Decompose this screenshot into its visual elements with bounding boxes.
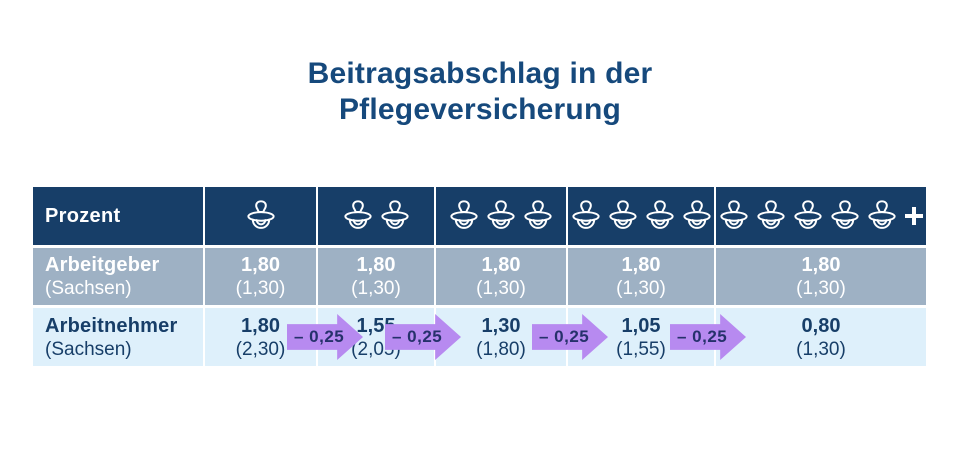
value-main: 1,80	[801, 254, 841, 276]
page-title-line1: Beitragsabschlag in der	[307, 57, 653, 91]
value-main: 1,30	[481, 314, 521, 337]
value-main: 1,80	[241, 254, 280, 276]
reduction-arrow-4: – 0,25	[670, 314, 746, 360]
header-label-cell: Prozent	[33, 187, 203, 245]
row-label: Arbeitnehmer	[45, 314, 178, 337]
pacifier-icon	[793, 200, 822, 229]
plus-icon	[904, 207, 923, 225]
value-sub: (1,30)	[616, 278, 666, 299]
row-sublabel: (Sachsen)	[45, 338, 132, 360]
page-title-line2: Pflegeversicherung	[338, 93, 622, 127]
right-arrow-icon: – 0,25	[385, 314, 461, 360]
pacifier-icon	[756, 200, 785, 229]
value-sub: (1,30)	[476, 278, 526, 299]
value-main: 1,80	[241, 314, 280, 337]
pacifier-icon	[246, 200, 275, 229]
pacifier-icon	[682, 200, 711, 229]
value-sub: (1,80)	[476, 338, 526, 360]
reduction-arrow-2: – 0,25	[385, 314, 461, 360]
employee-value-cell-1: 1,80 (2,30)	[205, 308, 316, 366]
employer-value-cell-4: 1,80 (1,30)	[568, 248, 714, 305]
contribution-table: Prozent Arbeitgeber (Sachsen) 1,80 (1,30…	[33, 187, 926, 366]
page-title: Beitragsabschlag in der Pflegeversicherun…	[0, 56, 960, 128]
employer-value-cell-3: 1,80 (1,30)	[436, 248, 566, 305]
reduction-amount: – 0,25	[392, 327, 443, 346]
employer-value-cell-2: 1,80 (1,30)	[318, 248, 434, 305]
value-sub: (1,30)	[796, 338, 846, 360]
row-label: Arbeitgeber	[45, 254, 160, 276]
reduction-amount: – 0,25	[294, 327, 345, 346]
value-sub: (1,30)	[796, 278, 846, 299]
header-label: Prozent	[45, 204, 121, 227]
pacifier-icon	[380, 200, 409, 229]
value-sub: (1,30)	[351, 278, 401, 299]
value-sub: (1,55)	[616, 338, 666, 360]
children-count-cell-2	[318, 187, 434, 245]
children-count-cell-5plus	[716, 187, 926, 245]
pacifier-icon	[608, 200, 637, 229]
children-count-cell-1	[205, 187, 316, 245]
pacifier-icon	[645, 200, 674, 229]
value-main: 1,05	[621, 314, 661, 337]
value-sub: (2,30)	[235, 338, 286, 360]
pacifier-icon	[830, 200, 859, 229]
row-label-cell-employee: Arbeitnehmer (Sachsen)	[33, 308, 203, 366]
right-arrow-icon: – 0,25	[670, 314, 746, 360]
pacifier-icon	[343, 200, 372, 229]
value-main: 1,80	[356, 254, 396, 276]
pacifier-icon	[487, 200, 515, 229]
value-sub: (1,30)	[235, 278, 286, 299]
children-count-cell-3	[436, 187, 566, 245]
row-label-cell-employer: Arbeitgeber (Sachsen)	[33, 248, 203, 305]
reduction-arrow-1: – 0,25	[287, 314, 363, 360]
table-grid: Prozent Arbeitgeber (Sachsen) 1,80 (1,30…	[33, 187, 926, 366]
pacifier-icon	[719, 200, 748, 229]
pacifier-icon	[867, 200, 896, 229]
pacifier-icon	[450, 200, 478, 229]
row-sublabel: (Sachsen)	[45, 278, 132, 299]
right-arrow-icon: – 0,25	[532, 314, 608, 360]
value-main: 1,80	[621, 254, 661, 276]
employer-value-cell-1: 1,80 (1,30)	[205, 248, 316, 305]
employee-value-cell-5: 0,80 (1,30)	[716, 308, 926, 366]
pacifier-icon	[571, 200, 600, 229]
reduction-amount: – 0,25	[539, 327, 590, 346]
employer-value-cell-5: 1,80 (1,30)	[716, 248, 926, 305]
reduction-amount: – 0,25	[677, 327, 728, 346]
children-count-cell-4	[568, 187, 714, 245]
right-arrow-icon: – 0,25	[287, 314, 363, 360]
reduction-arrow-3: – 0,25	[532, 314, 608, 360]
pacifier-icon	[524, 200, 552, 229]
value-main: 1,80	[481, 254, 521, 276]
value-main: 0,80	[801, 314, 841, 337]
